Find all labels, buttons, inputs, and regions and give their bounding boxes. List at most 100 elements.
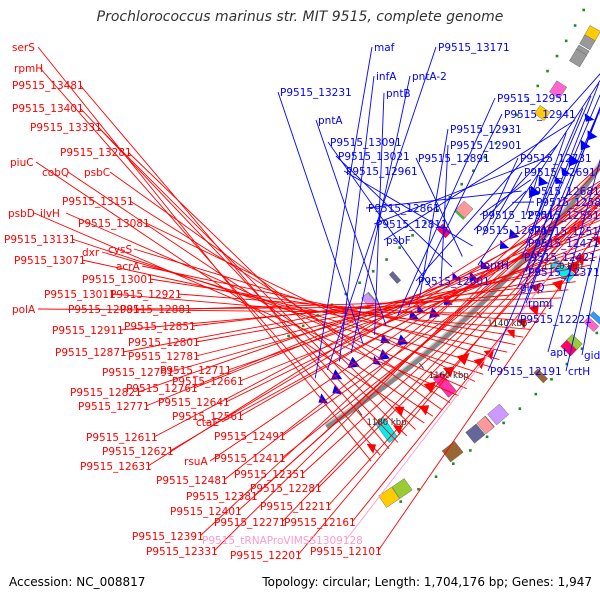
gene-label-forward[interactable]: P9515_12281 (250, 483, 322, 495)
gene-label-reverse[interactable]: P9515_12701 (482, 210, 554, 222)
gene-label-forward[interactable]: P9515_12661 (172, 376, 244, 388)
gene-label-forward[interactable]: P9515_13081 (78, 218, 150, 230)
gene-label-forward[interactable]: psbD (8, 208, 35, 220)
gene-label-forward[interactable]: P9515_13011 (44, 289, 116, 301)
gene-label-reverse[interactable]: crtH (568, 366, 590, 378)
gene-label-forward[interactable]: P9515_12821 (70, 387, 142, 399)
gene-label-forward[interactable]: P9515_12401 (170, 506, 242, 518)
gene-label-reverse[interactable]: P9515_12221 (520, 314, 592, 326)
gene-label-forward[interactable]: P9515_12761 (126, 383, 198, 395)
gene-label-forward[interactable]: rpmH (14, 63, 43, 75)
gene-label-forward[interactable]: P9515_12331 (146, 546, 218, 558)
gene-label-reverse[interactable]: infA (376, 71, 397, 83)
cog-category-block[interactable] (589, 311, 600, 325)
gene-label-forward[interactable]: serS (12, 42, 35, 54)
gene-label-reverse[interactable]: pntB (386, 88, 411, 100)
gene-label-forward[interactable]: P9515_12771 (78, 401, 150, 413)
gene-label-reverse[interactable]: P9515_12681 (528, 186, 600, 198)
gene-label-forward[interactable]: P9515_12211 (260, 501, 332, 513)
gene-label-reverse[interactable]: glnQ (520, 282, 545, 294)
gene-label-forward[interactable]: P9515_12201 (230, 550, 302, 562)
cog-category-block[interactable] (388, 271, 402, 284)
gene-label-reverse[interactable]: P9515_12371 (528, 267, 600, 279)
trna-label[interactable]: P9515_tRNAProVIMSS1309128 (202, 535, 363, 547)
gene-label-reverse[interactable]: P9515_13231 (280, 87, 352, 99)
cog-category-block[interactable] (391, 478, 413, 499)
gene-label-forward[interactable]: P9515_13001 (82, 274, 154, 286)
gene-label-forward[interactable]: P9515_12161 (284, 517, 356, 529)
forward-gene-arrow[interactable] (506, 329, 515, 339)
gene-label-forward[interactable]: P9515_13401 (12, 103, 84, 115)
reverse-gene-arrow[interactable] (561, 166, 571, 176)
gene-label-reverse[interactable]: mntH (480, 260, 509, 272)
gene-label-forward[interactable]: P9515_13331 (30, 122, 102, 134)
reverse-gene-arrow[interactable] (480, 260, 490, 270)
gene-label-forward[interactable]: P9515_12491 (214, 431, 286, 443)
reverse-gene-arrow[interactable] (584, 113, 595, 122)
gene-label-reverse[interactable]: P9515_12931 (450, 124, 522, 136)
gene-label-reverse[interactable]: P9515_12951 (497, 93, 569, 105)
gene-label-forward[interactable]: P9515_12711 (160, 365, 232, 377)
gene-label-reverse[interactable]: maf (374, 42, 395, 54)
gene-label-forward[interactable]: psbC (84, 167, 110, 179)
gene-label-reverse[interactable]: P9515_12731 (520, 153, 592, 165)
gene-label-forward[interactable]: P9515_13151 (62, 196, 134, 208)
gene-label-forward[interactable]: P9515_12351 (234, 469, 306, 481)
gene-label-reverse[interactable]: P9515_12901 (450, 140, 522, 152)
forward-gene-arrow[interactable] (551, 279, 563, 291)
gene-label-forward[interactable]: P9515_12611 (86, 432, 158, 444)
gene-label-reverse[interactable]: P9515_12941 (504, 109, 576, 121)
cog-category-block[interactable] (533, 368, 548, 384)
gene-label-forward[interactable]: P9515_12631 (80, 461, 152, 473)
gene-label-forward[interactable]: P9515_12871 (55, 347, 127, 359)
gene-label-forward[interactable]: P9515_12641 (158, 397, 230, 409)
reverse-gene-arrow[interactable] (500, 239, 510, 249)
gene-label-forward[interactable]: cobQ (42, 167, 69, 179)
gene-label-forward[interactable]: P9515_12621 (102, 446, 174, 458)
gene-label-forward[interactable]: P9515_13281 (60, 147, 132, 159)
cog-category-block[interactable] (566, 333, 583, 351)
gene-label-reverse[interactable]: P9515_12551 (528, 210, 600, 222)
gene-label-reverse[interactable]: pntA (318, 115, 343, 127)
gene-label-reverse[interactable]: P9515_12671 (476, 225, 548, 237)
gene-label-reverse[interactable]: P9515_12961 (346, 166, 418, 178)
forward-gene-arrow[interactable] (528, 305, 539, 316)
gene-label-forward[interactable]: ctaE (196, 417, 219, 429)
reverse-gene-arrow[interactable] (568, 154, 580, 167)
gene-label-forward[interactable]: P9515_13481 (12, 80, 84, 92)
gene-label-reverse[interactable]: P9515_12891 (418, 153, 490, 165)
gene-label-forward[interactable]: cysS (108, 244, 132, 256)
gene-label-reverse[interactable]: apt (550, 347, 567, 359)
gene-label-forward[interactable]: P9515_12851 (124, 321, 196, 333)
gene-label-forward[interactable]: P9515_12271 (214, 517, 286, 529)
forward-gene-arrow[interactable] (574, 254, 585, 266)
reverse-gene-arrow[interactable] (554, 175, 564, 184)
gene-label-reverse[interactable]: psbF (386, 235, 411, 247)
gene-label-reverse[interactable]: P9515_12421 (524, 252, 596, 264)
gene-label-forward[interactable]: P9515_13071 (14, 255, 86, 267)
cog-category-block[interactable] (476, 416, 495, 435)
gene-label-reverse[interactable]: P9515_12601 (418, 276, 490, 288)
reverse-gene-arrow[interactable] (318, 393, 329, 404)
cog-category-block[interactable] (378, 486, 400, 508)
gene-label-reverse[interactable]: P9515_12811 (376, 219, 448, 231)
gene-label-forward[interactable]: dxr (82, 247, 100, 259)
gene-label-forward[interactable]: acrA (116, 261, 141, 273)
gene-label-forward[interactable]: P9515_12801 (128, 337, 200, 349)
gene-label-forward[interactable]: P9515_12101 (310, 546, 382, 558)
gene-label-reverse[interactable]: P9515_12471 (528, 238, 600, 250)
gene-label-reverse[interactable]: P9515_12861 (368, 203, 440, 215)
gene-label-reverse[interactable]: P9515_13021 (338, 151, 410, 163)
reverse-gene-arrow[interactable] (332, 384, 342, 394)
cog-category-block[interactable] (549, 80, 568, 99)
gene-label-forward[interactable]: P9515_13131 (4, 234, 76, 246)
gene-label-forward[interactable]: P9515_12911 (52, 325, 124, 337)
gene-label-reverse[interactable]: P9515_13171 (438, 42, 510, 54)
gene-label-forward[interactable]: ilvH (40, 208, 60, 220)
highlight-block[interactable] (432, 372, 457, 398)
cog-category-block[interactable] (534, 105, 551, 121)
gene-label-forward[interactable]: P9515_12881 (120, 304, 192, 316)
gene-label-reverse[interactable]: gid (584, 350, 600, 362)
cog-category-block[interactable] (487, 403, 509, 426)
gene-label-forward[interactable]: rsuA (184, 456, 208, 468)
